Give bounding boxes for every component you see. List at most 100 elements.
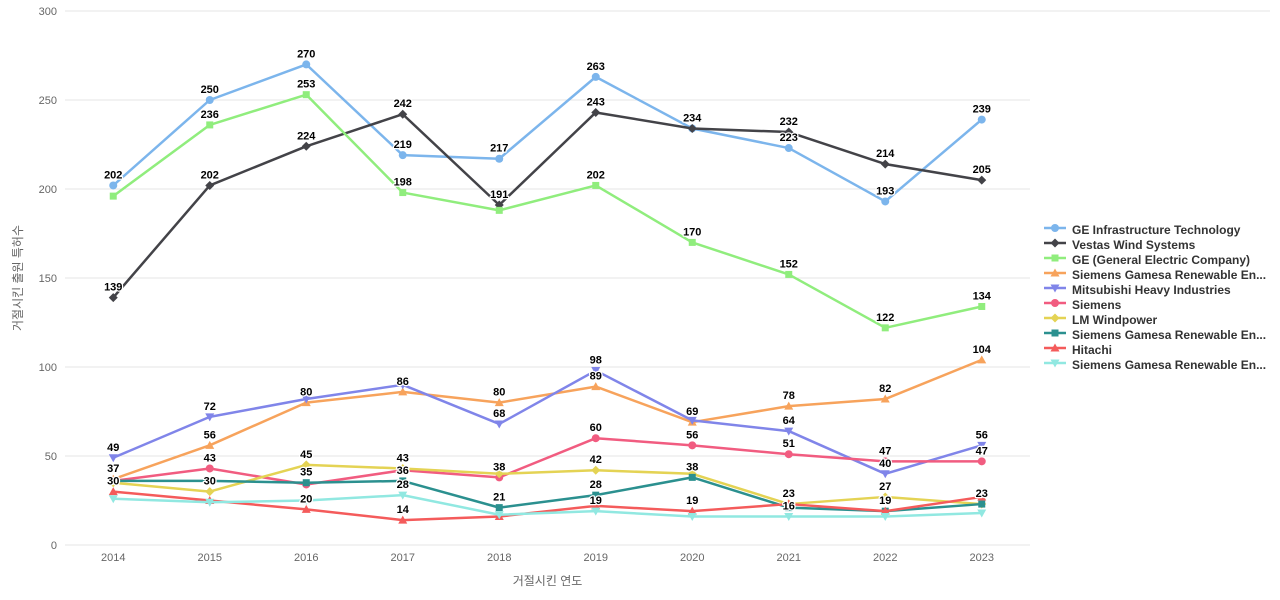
data-point-marker <box>302 60 311 69</box>
legend-item-label: GE Infrastructure Technology <box>1072 223 1241 237</box>
data-point-marker <box>784 513 794 522</box>
series-line <box>112 369 983 476</box>
data-point-marker <box>109 181 118 190</box>
data-point-marker <box>591 382 601 391</box>
data-point-marker <box>494 398 504 407</box>
legend-item-label: Siemens <box>1072 298 1122 312</box>
data-point-marker <box>205 498 215 507</box>
data-point-marker <box>206 121 214 129</box>
data-point-label: 23 <box>976 488 988 500</box>
legend-item-vestas[interactable]: Vestas Wind Systems <box>1043 238 1266 251</box>
x-tick-label: 2018 <box>487 552 511 564</box>
data-point-marker <box>977 175 987 185</box>
legend-item-label: Hitachi <box>1072 343 1113 357</box>
data-point-label: 193 <box>876 185 894 197</box>
data-point-label: 14 <box>397 504 410 516</box>
series-8 <box>108 487 987 524</box>
legend-item-label: Siemens Gamesa Renewable En... <box>1072 268 1267 282</box>
data-point-marker <box>108 293 118 303</box>
legend-item-ge-general-electric[interactable]: GE (General Electric Company) <box>1043 254 1266 266</box>
data-point-marker <box>302 479 310 487</box>
data-point-label: 47 <box>976 445 988 457</box>
series-4 <box>108 367 987 479</box>
x-tick-label: 2019 <box>584 552 608 564</box>
data-point-marker <box>1050 238 1060 248</box>
data-point-label: 205 <box>973 164 991 176</box>
data-point-label: 232 <box>780 116 798 128</box>
data-point-label: 139 <box>104 282 122 294</box>
data-point-label: 72 <box>204 401 216 413</box>
data-point-marker <box>398 109 408 119</box>
data-point-marker <box>495 206 503 214</box>
data-point-marker <box>205 464 214 473</box>
data-point-label: 104 <box>973 344 992 356</box>
data-point-marker <box>205 487 215 497</box>
series-marker-icon <box>1043 326 1067 344</box>
data-point-marker <box>977 355 987 364</box>
legend-item-siemens-gamesa-3[interactable]: Siemens Gamesa Renewable En... <box>1043 359 1266 371</box>
legend-item-siemens-gamesa-2[interactable]: Siemens Gamesa Renewable En... <box>1043 329 1266 341</box>
data-point-label: 40 <box>879 458 891 470</box>
data-point-label: 45 <box>300 449 312 461</box>
data-point-marker <box>398 463 408 473</box>
data-point-marker <box>205 96 214 104</box>
data-point-marker <box>592 491 600 499</box>
data-point-label: 253 <box>297 79 315 91</box>
data-point-marker <box>688 238 696 246</box>
data-point-marker <box>1051 329 1059 337</box>
data-point-marker <box>301 460 311 470</box>
data-point-label: 19 <box>879 495 891 507</box>
legend-item-siemens[interactable]: Siemens <box>1043 299 1266 311</box>
data-point-label: 60 <box>590 422 602 434</box>
data-point-marker <box>398 491 408 500</box>
legend-item-ge-infrastructure[interactable]: GE Infrastructure Technology <box>1043 224 1266 236</box>
legend-item-hitachi[interactable]: Hitachi <box>1043 343 1266 357</box>
data-point-marker <box>978 302 986 310</box>
data-point-marker <box>1051 254 1059 262</box>
data-point-marker <box>108 454 118 463</box>
data-point-marker <box>1050 343 1060 352</box>
data-point-label: 68 <box>493 408 505 420</box>
data-point-label: 37 <box>107 463 119 475</box>
legend-item-label: LM Windpower <box>1072 313 1158 327</box>
series-3 <box>108 355 987 483</box>
data-point-marker <box>108 487 118 496</box>
data-point-label: 214 <box>876 148 895 160</box>
series-line <box>112 476 983 513</box>
data-point-marker <box>398 151 407 160</box>
data-point-marker <box>398 387 408 396</box>
data-point-marker <box>784 427 794 436</box>
data-point-marker <box>784 127 794 137</box>
legend-item-mitsubishi[interactable]: Mitsubishi Heavy Industries <box>1043 284 1266 296</box>
x-axis-title: 거절시킨 연도 <box>512 574 583 588</box>
data-point-label: 36 <box>397 465 409 477</box>
legend-item-lm-windpower[interactable]: LM Windpower <box>1043 313 1266 327</box>
data-point-marker <box>398 515 408 524</box>
data-point-label: 202 <box>587 169 605 181</box>
data-point-marker <box>109 477 117 485</box>
legend-item-siemens-gamesa-1[interactable]: Siemens Gamesa Renewable En... <box>1043 268 1267 282</box>
series-marker-icon <box>1043 296 1067 314</box>
data-point-label: 23 <box>783 488 795 500</box>
data-point-label: 170 <box>683 226 701 238</box>
data-point-marker <box>977 492 987 501</box>
data-point-marker <box>687 506 697 515</box>
data-point-marker <box>977 457 986 466</box>
series-marker-icon <box>1043 356 1067 374</box>
data-point-marker <box>688 473 696 481</box>
x-tick-label: 2016 <box>294 552 318 564</box>
data-point-marker <box>1050 359 1060 368</box>
data-point-marker <box>688 441 697 450</box>
data-point-label: 69 <box>686 406 698 418</box>
y-tick-label: 150 <box>39 273 57 285</box>
data-point-marker <box>301 141 311 151</box>
legend-item-label: Siemens Gamesa Renewable En... <box>1072 358 1267 372</box>
data-point-label: 56 <box>686 429 698 441</box>
data-point-label: 236 <box>201 109 219 121</box>
data-point-marker <box>880 394 890 403</box>
legend-item-label: Mitsubishi Heavy Industries <box>1072 283 1231 297</box>
chart-legend: GE Infrastructure Technology Vestas Wind… <box>1043 224 1266 371</box>
series-7 <box>109 473 986 515</box>
series-line <box>112 490 983 522</box>
